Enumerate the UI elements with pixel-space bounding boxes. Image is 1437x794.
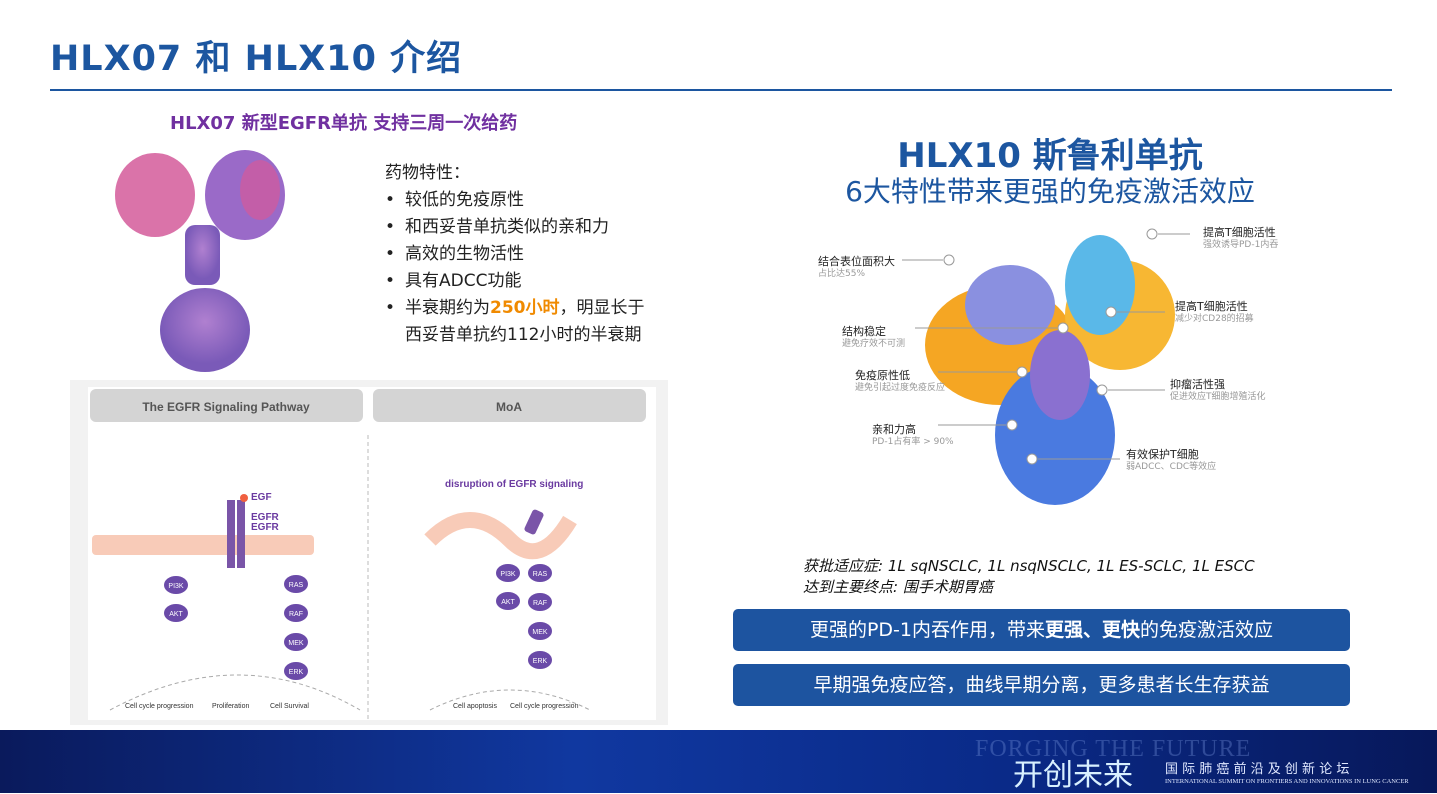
moa-label: RAF (533, 600, 547, 607)
hlx07-antibody-image (115, 150, 285, 372)
outcome-label: Cell cycle progression (510, 703, 579, 710)
footer-cn-name: 国 际 肺 癌 前 沿 及 创 新 论 坛 (1165, 762, 1350, 777)
egfr-label: EGFR (251, 512, 280, 523)
panel1-title: The EGFR Signaling Pathway (142, 400, 310, 414)
highlight-box-2: 早期强免疫应答，曲线早期分离，更多患者长生存获益 (733, 664, 1350, 706)
footer-logo: 开创未来 (1013, 758, 1133, 793)
property-item: 和西妥昔单抗类似的亲和力 (385, 214, 645, 241)
approval-info: 获批适应症: 1L sqNSCLC, 1L nsqNSCLC, 1L ES-SC… (803, 556, 1255, 598)
approved-indications: 获批适应症: 1L sqNSCLC, 1L nsqNSCLC, 1L ES-SC… (803, 557, 1255, 575)
footer-en-name: INTERNATIONAL SUMMIT ON FRONTIERS AND IN… (1165, 778, 1409, 785)
outcome-label: Proliferation (212, 703, 249, 710)
feature-structure: 结构稳定 避免疗效不可测 (842, 325, 906, 349)
egfr-diagram: The EGFR Signaling Pathway MoA EGF EGFR … (70, 380, 668, 725)
hlx07-properties: 药物特性： 较低的免疫原性 和西妥昔单抗类似的亲和力 高效的生物活性 具有ADC… (385, 160, 645, 349)
panel2-header (373, 389, 646, 422)
property-item-half-life: 半衰期约为250小时，明显长于西妥昔单抗约112小时的半衰期 (385, 295, 645, 349)
moa-label: ERK (533, 658, 548, 665)
primary-endpoint: 达到主要终点: 围手术期胃癌 (803, 578, 993, 596)
properties-heading: 药物特性： (385, 163, 470, 183)
feature-tumor-inhibition: 抑瘤活性强 促进效应T细胞增殖活化 (1170, 378, 1266, 402)
moa-node (496, 564, 520, 582)
moa-label: AKT (501, 599, 515, 606)
property-item: 高效的生物活性 (385, 241, 645, 268)
half-life-text-rest: ，明显长于西妥昔单抗约112小时的半衰期 (405, 298, 645, 345)
pathway-node (164, 576, 188, 594)
moa-label: MEK (532, 629, 548, 636)
pathway-label: ERK (289, 669, 304, 676)
feature-t-cell-activity-1: 提高T细胞活性 强效诱导PD-1内吞 (1203, 226, 1279, 250)
feature-t-cell-protection: 有效保护T细胞 弱ADCC、CDC等效应 (1126, 448, 1217, 472)
property-item: 具有ADCC功能 (385, 268, 645, 295)
moa-node (528, 651, 552, 669)
footer-bg-text: FORGING THE FUTURE (975, 736, 1252, 762)
moa-label: RAS (533, 571, 548, 578)
feature-t-cell-activity-2: 提高T细胞活性 减少对CD28的招募 (1175, 300, 1254, 324)
title-divider (50, 89, 1392, 91)
hlx10-title: HLX10 斯鲁利单抗 (897, 136, 1203, 176)
pathway-label: RAF (289, 611, 303, 618)
pathway-node (284, 633, 308, 651)
outcome-label: Cell Survival (270, 703, 309, 710)
feature-epitope: 结合表位面积大 占比达55% (818, 255, 895, 279)
pathway-node (284, 604, 308, 622)
hlx07-subtitle: HLX07 新型EGFR单抗 支持三周一次给药 (170, 113, 518, 134)
pathway-label: RAS (289, 582, 304, 589)
hlx10-subtitle: 6大特性带来更强的免疫激活效应 (845, 175, 1255, 208)
half-life-highlight: 250小时 (490, 298, 560, 318)
panel1-header (90, 389, 363, 422)
disruption-label: disruption of EGFR signaling (445, 479, 583, 490)
highlight-box-1: 更强的PD-1内吞作用，带来更强、更快的免疫激活效应 (733, 609, 1350, 651)
feature-affinity: 亲和力高 PD-1占有率 > 90% (872, 423, 954, 447)
property-item: 较低的免疫原性 (385, 187, 645, 214)
pathway-node (284, 575, 308, 593)
feature-immunogenicity: 免疫原性低 避免引起过度免疫反应 (855, 369, 946, 393)
half-life-text: 半衰期约为 (405, 298, 490, 318)
hlx10-antibody-image (925, 235, 1175, 505)
egf-label: EGF (251, 492, 272, 503)
outcome-label: Cell cycle progression (125, 703, 194, 710)
moa-node (528, 622, 552, 640)
moa-label: PI3K (500, 571, 516, 578)
page-title: HLX07 和 HLX10 介绍 (50, 39, 463, 79)
moa-node (528, 564, 552, 582)
egfr-label: EGFR (251, 522, 280, 533)
pathway-label: MEK (288, 640, 304, 647)
panel2-title: MoA (496, 400, 522, 414)
pathway-label: AKT (169, 611, 183, 618)
footer-banner: FORGING THE FUTURE 开创未来 国 际 肺 癌 前 沿 及 创 … (0, 730, 1437, 793)
outcome-label: Cell apoptosis (453, 703, 497, 710)
cell-membrane (92, 535, 314, 555)
pathway-node (284, 662, 308, 680)
pathway-label: PI3K (168, 583, 184, 590)
moa-node (528, 593, 552, 611)
disrupted-membrane (424, 512, 577, 560)
pathway-node (164, 604, 188, 622)
moa-node (496, 592, 520, 610)
